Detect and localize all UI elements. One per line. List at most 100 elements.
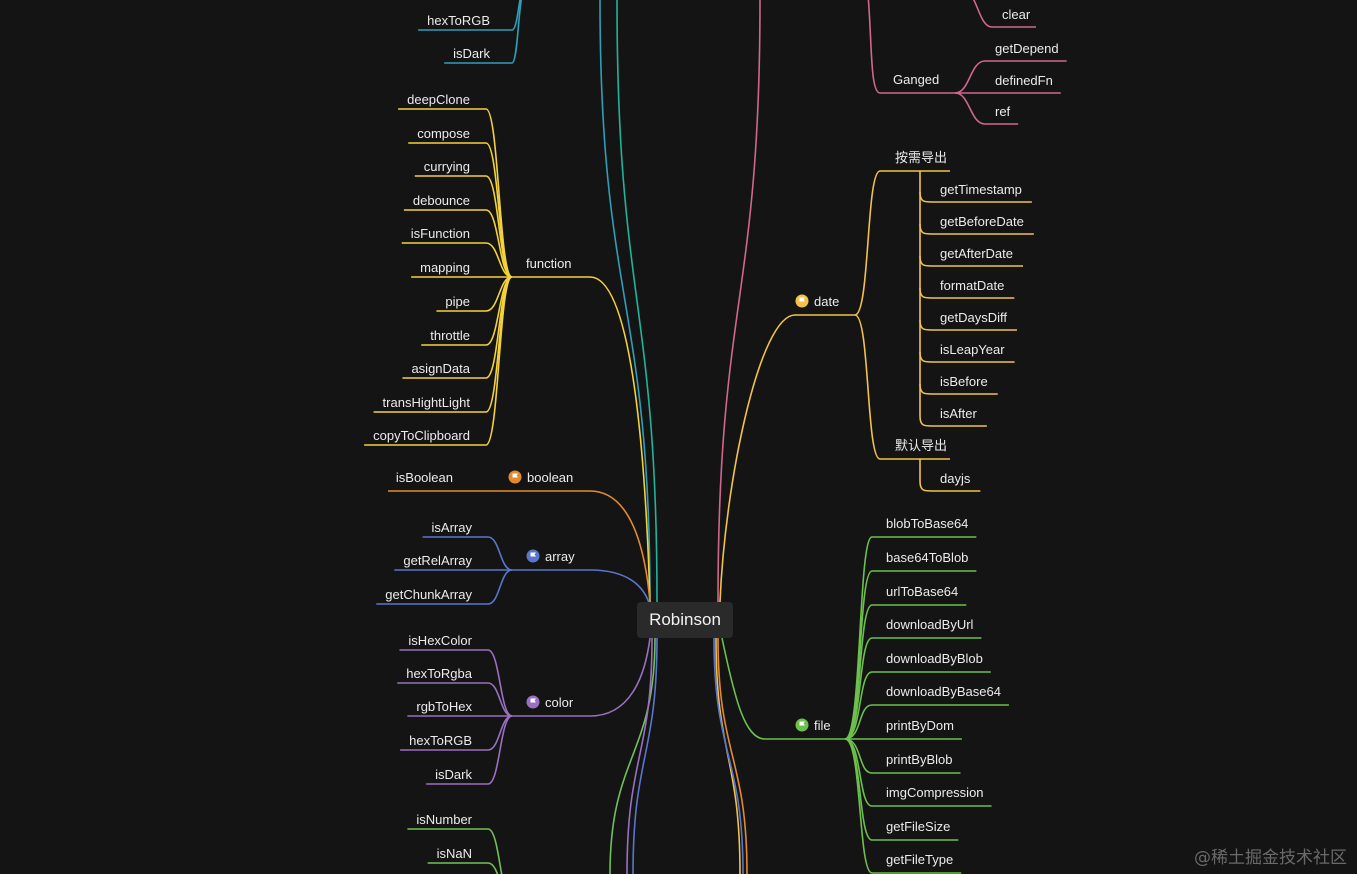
leaf-node[interactable]: transHightLight xyxy=(383,395,471,410)
leaf-node[interactable]: debounce xyxy=(413,193,470,208)
leaf-node[interactable]: compose xyxy=(417,126,470,141)
branch-node[interactable]: boolean xyxy=(527,470,573,485)
flag-icon xyxy=(508,470,522,484)
leaf-connector xyxy=(844,671,991,740)
group-node[interactable]: 默认导出 xyxy=(895,438,947,453)
leaf-node[interactable]: blobToBase64 xyxy=(886,516,968,531)
leaf-node[interactable]: imgCompression xyxy=(886,785,984,800)
leaf-node[interactable]: getFileSize xyxy=(886,819,950,834)
leaf-node[interactable]: throttle xyxy=(430,328,470,343)
leaf-node[interactable]: isArray xyxy=(432,520,473,535)
branch-node[interactable]: function xyxy=(526,256,572,271)
leaf-node[interactable]: dayjs xyxy=(940,471,971,486)
root-label: Robinson xyxy=(649,610,721,629)
branch-node[interactable]: date xyxy=(814,294,839,309)
leaf-node[interactable]: isDark xyxy=(435,767,472,782)
leaf-node[interactable]: getTimestamp xyxy=(940,182,1022,197)
branch-line-top xyxy=(717,0,761,603)
flag-icon xyxy=(795,294,809,308)
leaf-node[interactable]: pipe xyxy=(445,294,470,309)
group-connector xyxy=(854,314,950,460)
branch-node[interactable]: array xyxy=(545,549,575,564)
leaf-node[interactable]: isFunction xyxy=(411,226,470,241)
leaf-node[interactable]: getBeforeDate xyxy=(940,214,1024,229)
branch-line-bottom xyxy=(632,637,658,874)
leaf-connector xyxy=(407,828,503,874)
leaf-node[interactable]: getFileType xyxy=(886,852,953,867)
leaf-node[interactable]: currying xyxy=(424,159,470,174)
leaf-node[interactable]: rgbToHex xyxy=(416,699,472,714)
leaf-node[interactable]: clear xyxy=(1002,7,1031,22)
leaf-connector xyxy=(919,383,998,395)
branch-connector xyxy=(512,569,651,607)
leaf-node[interactable]: printByDom xyxy=(886,718,954,733)
leaf-connector xyxy=(954,92,1019,125)
flag-icon xyxy=(526,695,540,709)
leaf-connector xyxy=(972,0,1036,28)
leaf-connector xyxy=(919,287,1015,299)
flag-icon xyxy=(795,718,809,732)
group-connector xyxy=(854,170,950,316)
leaf-node[interactable]: copyToClipboard xyxy=(373,428,470,443)
leaf-node[interactable]: hexToRgba xyxy=(406,666,473,681)
leaf-node[interactable]: downloadByBase64 xyxy=(886,684,1001,699)
leaf-node[interactable]: ref xyxy=(995,104,1011,119)
leaf-node[interactable]: asignData xyxy=(411,361,470,376)
branch-node[interactable]: Ganged xyxy=(893,72,939,87)
leaf-connector xyxy=(844,738,962,874)
leaf-node[interactable]: isDark xyxy=(453,46,490,61)
leaf-node[interactable]: mapping xyxy=(420,260,470,275)
leaf-connector xyxy=(919,319,1017,331)
leaf-node[interactable]: isNumber xyxy=(416,812,472,827)
leaf-node[interactable]: downloadByBlob xyxy=(886,651,983,666)
leaf-node[interactable]: downloadByUrl xyxy=(886,617,974,632)
leaf-connector xyxy=(401,242,513,278)
leaf-node[interactable]: base64ToBlob xyxy=(886,550,968,565)
leaf-connector xyxy=(844,637,982,740)
leaf-node[interactable]: getAfterDate xyxy=(940,246,1013,261)
branch-node[interactable]: color xyxy=(545,695,574,710)
leaf-node[interactable]: isNaN xyxy=(437,846,472,861)
leaf-node[interactable]: deepClone xyxy=(407,92,470,107)
leaf-node[interactable]: hexToRGB xyxy=(427,13,490,28)
branch-connector xyxy=(867,0,955,94)
leaf-connector xyxy=(376,569,513,605)
leaf-connector xyxy=(954,60,1067,94)
leaf-node[interactable]: definedFn xyxy=(995,73,1053,88)
leaf-connector xyxy=(919,480,981,492)
leaf-node[interactable]: isBoolean xyxy=(396,470,453,485)
flag-icon xyxy=(526,549,540,563)
leaf-connector xyxy=(414,175,513,278)
branch-connector xyxy=(512,276,651,603)
leaf-connector xyxy=(844,704,1009,740)
leaf-node[interactable]: getDepend xyxy=(995,41,1059,56)
root-node[interactable]: Robinson xyxy=(637,602,733,638)
leaf-node[interactable]: getChunkArray xyxy=(385,587,472,602)
branch-connector xyxy=(719,314,855,603)
leaf-node[interactable]: formatDate xyxy=(940,278,1004,293)
leaf-connector xyxy=(403,209,513,278)
leaf-connector xyxy=(844,738,961,774)
leaf-node[interactable]: isHexColor xyxy=(408,633,472,648)
leaf-node[interactable]: urlToBase64 xyxy=(886,584,958,599)
leaf-node[interactable]: getDaysDiff xyxy=(940,310,1007,325)
group-node[interactable]: 按需导出 xyxy=(895,150,947,165)
leaf-connector xyxy=(427,862,499,874)
leaf-connector xyxy=(399,649,513,717)
leaf-node[interactable]: printByBlob xyxy=(886,752,952,767)
leaf-connector xyxy=(422,536,513,571)
leaf-node[interactable]: isBefore xyxy=(940,374,988,389)
leaf-node[interactable]: isAfter xyxy=(940,406,978,421)
branch-connector xyxy=(512,637,651,717)
leaf-node[interactable]: getRelArray xyxy=(403,553,472,568)
leaf-connector xyxy=(418,0,521,31)
branch-node[interactable]: file xyxy=(814,718,831,733)
leaf-connector xyxy=(444,0,522,64)
leaf-node[interactable]: hexToRGB xyxy=(409,733,472,748)
watermark: @稀土掘金技术社区 xyxy=(1194,848,1347,868)
leaf-connector xyxy=(844,604,967,740)
leaf-node[interactable]: isLeapYear xyxy=(940,342,1005,357)
leaf-connector xyxy=(919,351,1015,363)
leaf-connector xyxy=(919,255,1023,267)
